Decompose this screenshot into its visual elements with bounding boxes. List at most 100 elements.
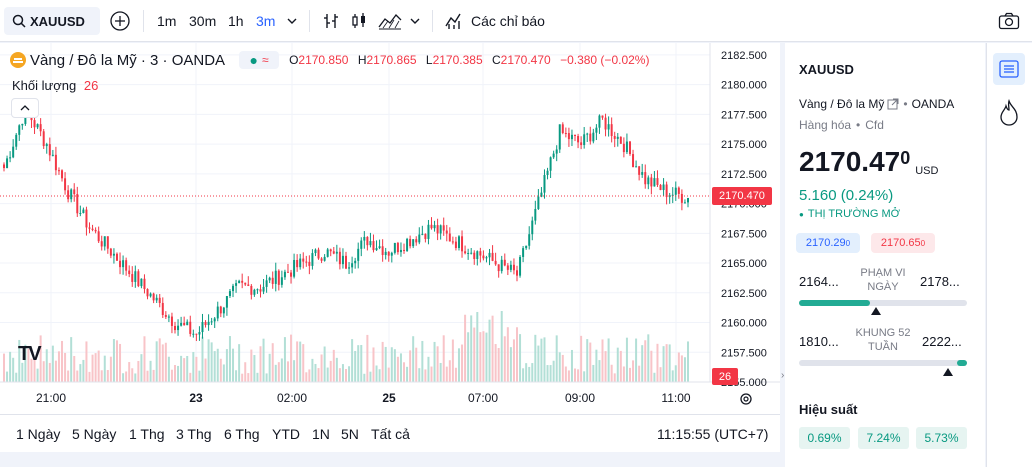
volume-bar	[583, 371, 586, 382]
timeframe-3m[interactable]: 3m	[256, 13, 276, 29]
volume-bar	[644, 340, 647, 382]
volume-bar	[628, 367, 631, 382]
volume-bar	[604, 351, 607, 382]
bar-style-button[interactable]	[322, 7, 340, 35]
snapshot-button[interactable]	[998, 7, 1020, 35]
compare-button[interactable]	[109, 7, 131, 35]
expand-arrow-icon[interactable]: ›	[781, 370, 785, 381]
timeframe-30m[interactable]: 30m	[189, 13, 217, 29]
volume-bar	[427, 356, 430, 382]
last-price-tag: 2170.470	[712, 187, 772, 205]
candles-button[interactable]	[350, 7, 368, 35]
volume-bar	[131, 368, 134, 382]
candle-body	[305, 261, 308, 263]
volume-bar	[6, 371, 9, 382]
volume-bar	[683, 357, 686, 382]
panel-description: Vàng / Đô la Mỹ • OANDA	[799, 97, 955, 111]
flame-icon	[1000, 98, 1018, 126]
perf-1m[interactable]: 7.24%	[858, 427, 909, 449]
range-3m[interactable]: 3 Thg	[176, 426, 212, 442]
hotlist-button[interactable]	[997, 98, 1021, 132]
volume-bar	[488, 319, 491, 382]
timeframe-1m[interactable]: 1m	[157, 13, 177, 29]
perf-1w[interactable]: 0.69%	[799, 427, 850, 449]
legend-collapse-button[interactable]	[11, 98, 39, 118]
range-6m[interactable]: 6 Thg	[224, 426, 260, 442]
candle-body	[345, 255, 347, 269]
perf-3m[interactable]: 5.73%	[916, 427, 967, 449]
indicators-label: Các chỉ báo	[471, 13, 545, 29]
x-tick-label: 11:00	[661, 391, 690, 405]
volume-bar	[247, 373, 250, 382]
candle-body	[433, 225, 436, 229]
candle-body	[286, 271, 289, 273]
panel-price: 2170.47 0 USD	[799, 146, 939, 177]
chevron-down-icon	[410, 18, 420, 24]
volume-bar	[158, 338, 161, 382]
candle-body	[177, 325, 180, 331]
volume-bar	[457, 348, 460, 382]
indicators-button[interactable]: Các chỉ báo	[445, 7, 545, 35]
candle-body	[427, 224, 430, 239]
volume-bar	[259, 346, 262, 382]
candle-body	[622, 143, 625, 153]
candle-body	[271, 277, 274, 284]
range-1d[interactable]: 1 Ngày	[16, 426, 61, 442]
volume-bar	[403, 362, 406, 382]
watchlist-button[interactable]	[993, 53, 1025, 85]
volume-bar	[115, 340, 118, 382]
volume-bar	[341, 364, 344, 382]
candle-body	[296, 259, 299, 268]
candle-body	[470, 252, 473, 254]
range-5y[interactable]: 5N	[341, 426, 359, 442]
candle-body	[180, 322, 183, 326]
volume-bar	[393, 349, 396, 382]
chart-type-dropdown[interactable]	[409, 7, 421, 35]
settings-icon[interactable]	[740, 393, 752, 405]
market-open-status: ● THỊ TRƯỜNG MỞ	[799, 208, 901, 220]
range-1m[interactable]: 1 Thg	[129, 426, 165, 442]
candle-body	[436, 225, 439, 234]
range-all[interactable]: Tất cả	[371, 426, 410, 442]
range-1y[interactable]: 1N	[312, 426, 330, 442]
volume-bar	[280, 358, 283, 382]
bid-price-badge: 2170.29 0	[796, 233, 860, 253]
volume-bar	[225, 349, 228, 382]
volume-bar	[3, 353, 5, 382]
volume-bar	[540, 338, 543, 382]
candles-icon	[352, 13, 365, 28]
candle-body	[641, 172, 644, 175]
area-chart-button[interactable]	[378, 7, 402, 35]
chart-pane[interactable]: 2182.500 2180.000 2177.500 2175.000 2172.500…	[0, 43, 780, 414]
candle-body	[577, 136, 580, 143]
timeframe-1h[interactable]: 1h	[228, 13, 244, 29]
external-link-icon[interactable]	[887, 98, 899, 110]
market-status-badge[interactable]: ● ≈	[239, 51, 280, 69]
x-tick-label: 07:00	[468, 391, 498, 405]
candle-body	[195, 333, 198, 335]
candle-body	[540, 192, 543, 197]
range-ytd[interactable]: YTD	[272, 426, 300, 442]
volume-bar	[39, 335, 42, 382]
panel-splitter[interactable]	[781, 43, 785, 467]
volume-bar	[564, 366, 567, 382]
y-tick-label: 2172.500	[721, 169, 767, 181]
volume-bar	[195, 356, 198, 382]
clock[interactable]: 11:15:55 (UTC+7)	[657, 426, 769, 442]
candle-body	[485, 257, 488, 259]
range-5d[interactable]: 5 Ngày	[72, 426, 117, 442]
symbol-search-button[interactable]: XAUUSD	[4, 7, 100, 35]
timeframe-dropdown[interactable]	[286, 7, 298, 35]
week52-bar	[799, 360, 967, 366]
candle-body	[409, 238, 412, 247]
price-chart[interactable]: 2182.500 2180.000 2177.500 2175.000 2172.500…	[0, 43, 780, 414]
volume-bar	[601, 339, 604, 382]
volume-bar	[433, 341, 436, 382]
candle-body	[164, 314, 167, 317]
candle-body	[192, 333, 195, 335]
panel-category: Hàng hóa • Cfd	[799, 118, 884, 132]
right-sidebar	[986, 43, 1032, 467]
candle-body	[561, 124, 564, 133]
candle-body	[183, 322, 186, 326]
performance-title: Hiệu suất	[799, 402, 858, 417]
